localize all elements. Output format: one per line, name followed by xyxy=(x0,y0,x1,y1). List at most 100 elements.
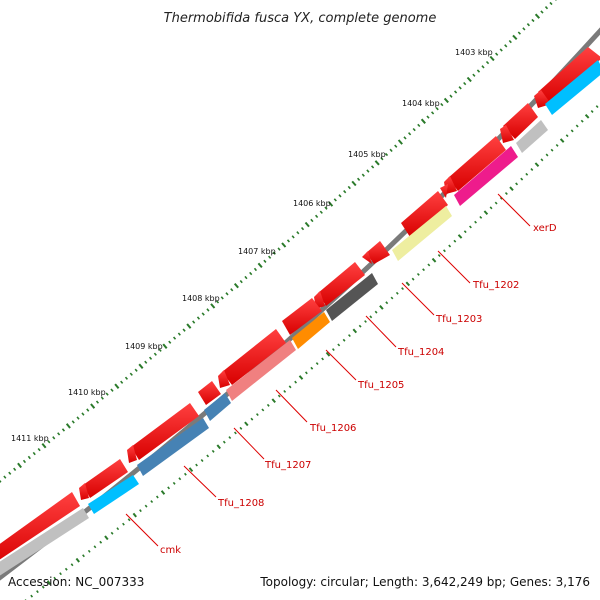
cds-arrow[interactable] xyxy=(83,459,128,498)
cds-arrow[interactable] xyxy=(444,176,457,194)
inner-tick-minor xyxy=(364,320,367,323)
scale-tick-minor xyxy=(27,455,31,460)
scale-tick-major xyxy=(281,242,287,248)
leader-line-Tfu-1207 xyxy=(233,427,265,460)
cds-arrow[interactable] xyxy=(127,445,137,463)
gene-label-Tfu-1208[interactable]: Tfu_1208 xyxy=(217,498,264,509)
inner-tick-minor xyxy=(127,518,131,522)
leader-line-Tfu-1204 xyxy=(365,315,397,348)
cds-arrow[interactable] xyxy=(401,191,448,237)
cds-arrow[interactable] xyxy=(282,298,322,335)
inner-tick-minor xyxy=(437,254,441,257)
gene-label-xerD[interactable]: xerD xyxy=(533,223,557,234)
cds-arrow[interactable] xyxy=(318,262,365,306)
scale-tick-minor xyxy=(338,194,342,198)
scale-tick-minor xyxy=(182,328,186,332)
inner-tick-minor xyxy=(206,454,210,458)
scale-tick-major xyxy=(374,160,380,166)
scale-tick-major xyxy=(114,383,120,389)
inner-tick-minor xyxy=(87,549,91,553)
gene-block-Tfu-1205[interactable] xyxy=(292,312,330,349)
gene-block-Tfu-1207[interactable] xyxy=(204,393,231,421)
scale-tick-minor xyxy=(129,372,133,376)
scale-tick-minor xyxy=(463,81,467,86)
inner-tick-major xyxy=(559,138,565,143)
inner-tick-major xyxy=(584,114,590,119)
gene-block-Tfu-1206[interactable] xyxy=(226,340,296,401)
cds-track xyxy=(0,47,600,566)
cds-arrow[interactable] xyxy=(131,403,199,460)
gene-block-extra-gray[interactable] xyxy=(516,120,548,153)
cds-arrow[interactable] xyxy=(538,47,600,104)
scale-tick-minor xyxy=(324,206,328,210)
inner-tick-minor xyxy=(489,206,493,210)
cds-arrow[interactable] xyxy=(218,370,230,388)
gene-block-Tfu-1204[interactable] xyxy=(326,273,378,321)
cds-arrow[interactable] xyxy=(198,381,221,405)
inner-tick-minor xyxy=(178,477,182,481)
inner-tick-minor xyxy=(401,287,404,291)
scale-tick-minor xyxy=(361,173,365,177)
inner-tick-minor xyxy=(200,459,204,462)
gene-block-cmk[interactable] xyxy=(88,475,139,514)
inner-tick-major xyxy=(46,580,52,586)
cds-arrow[interactable] xyxy=(440,184,448,198)
inner-tick-minor xyxy=(545,153,549,157)
inner-tick-minor xyxy=(310,366,314,370)
scale-tick-minor xyxy=(196,316,201,320)
gene-label-Tfu-1202[interactable]: Tfu_1202 xyxy=(472,280,519,291)
gene-label-Tfu-1204[interactable]: Tfu_1204 xyxy=(397,347,444,358)
inner-tick-major xyxy=(509,186,514,191)
inner-tick-minor xyxy=(283,389,287,393)
gene-label-Tfu-1205[interactable]: Tfu_1205 xyxy=(357,380,404,391)
scale-tick-minor xyxy=(286,239,291,243)
map-title: Thermobifida fusca YX, complete genome xyxy=(164,11,437,26)
scale-tick-major xyxy=(233,282,239,289)
inner-tick-major xyxy=(188,467,194,473)
gene-label-Tfu-1207[interactable]: Tfu_1207 xyxy=(264,460,311,471)
scale-tick-minor xyxy=(431,111,435,115)
inner-tick-major xyxy=(405,281,411,287)
scale-tick-minor xyxy=(458,86,462,90)
gene-block-Tfu-1202[interactable] xyxy=(392,206,452,261)
cds-arrow[interactable] xyxy=(448,136,506,191)
scale-tick-minor xyxy=(277,247,281,251)
cds-arrow[interactable] xyxy=(366,241,390,264)
scale-tick-minor xyxy=(8,471,12,475)
scale-tick-minor xyxy=(394,144,398,148)
gene-label-Tfu-1206[interactable]: Tfu_1206 xyxy=(309,423,356,434)
inner-tick-minor xyxy=(469,225,472,229)
gene-block-Tfu-1208[interactable] xyxy=(137,418,209,476)
inner-tick-minor xyxy=(448,244,452,248)
scale-tick-minor xyxy=(495,52,499,56)
scale-tick-minor xyxy=(81,412,85,416)
inner-tick-minor xyxy=(570,129,574,133)
gene-block-extra-blue[interactable] xyxy=(545,60,600,115)
cds-arrow[interactable] xyxy=(79,483,89,500)
inner-tick-minor xyxy=(116,527,120,531)
scale-tick-minor xyxy=(426,115,430,119)
cds-arrow[interactable] xyxy=(0,492,80,566)
inner-tick-minor xyxy=(453,239,457,243)
gene-block-xerD[interactable] xyxy=(454,146,518,206)
scale-tick-minor xyxy=(3,475,7,479)
cds-arrow[interactable] xyxy=(503,103,538,139)
gene-block-gray-bottom[interactable] xyxy=(0,508,89,582)
scale-tick-minor xyxy=(384,152,389,157)
scale-tick-minor xyxy=(403,136,407,140)
inner-tick-minor xyxy=(515,182,519,186)
inner-tick-minor xyxy=(110,531,114,535)
scale-tick-minor xyxy=(333,198,337,202)
scale-tick-major xyxy=(90,403,96,409)
inner-tick-major xyxy=(75,557,80,563)
gene-label-cmk[interactable]: cmk xyxy=(160,545,181,556)
cds-arrow[interactable] xyxy=(500,125,514,143)
leader-line-xerD xyxy=(497,193,531,227)
inner-tick-minor xyxy=(499,196,503,200)
cds-arrow[interactable] xyxy=(362,251,372,264)
inner-tick-minor xyxy=(304,371,308,375)
cds-arrow[interactable] xyxy=(222,329,286,385)
genome-backbone xyxy=(0,27,600,581)
gene-label-Tfu-1203[interactable]: Tfu_1203 xyxy=(435,314,482,325)
scale-tick-minor xyxy=(13,467,17,471)
